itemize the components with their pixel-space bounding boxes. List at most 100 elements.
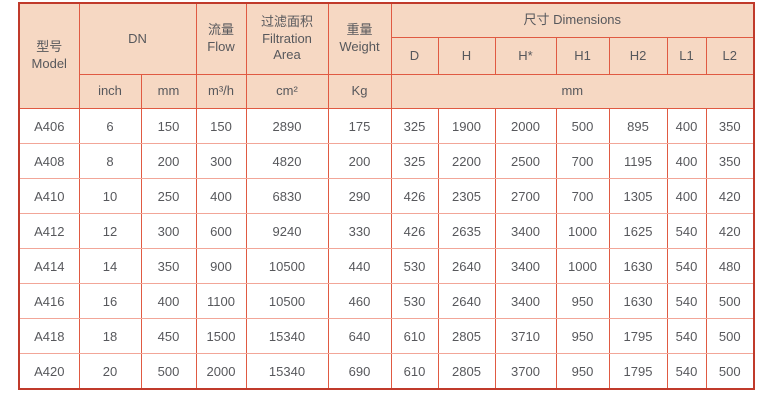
dn-inch-cell: 12 bbox=[78, 213, 142, 249]
dn-mm-cell: 300 bbox=[140, 213, 197, 249]
table-row: A408 8 200 300 4820 200 325 2200 2500 70… bbox=[18, 143, 755, 179]
header-dimensions: 尺寸 Dimensions bbox=[390, 2, 755, 38]
dim-l2-cell: 420 bbox=[705, 178, 755, 214]
dn-inch-cell: 20 bbox=[78, 353, 142, 390]
header-weight: 重量 Weight bbox=[327, 2, 392, 75]
filtration-area-cell: 10500 bbox=[245, 283, 329, 319]
dim-hstar-cell: 3400 bbox=[494, 283, 557, 319]
dim-d-cell: 610 bbox=[390, 353, 439, 390]
dim-l2-cell: 480 bbox=[705, 248, 755, 284]
header-area-label-zh: 过滤面积 bbox=[260, 13, 313, 29]
dn-mm-cell: 150 bbox=[140, 108, 197, 144]
flow-cell: 1100 bbox=[195, 283, 247, 319]
dn-inch-cell: 10 bbox=[78, 178, 142, 214]
dim-l1-cell: 400 bbox=[666, 178, 707, 214]
dim-hstar-cell: 3400 bbox=[494, 248, 557, 284]
dim-d-cell: 426 bbox=[390, 178, 439, 214]
header-dim-l1: L1 bbox=[666, 37, 707, 75]
flow-cell: 900 bbox=[195, 248, 247, 284]
dim-h2-cell: 1195 bbox=[608, 143, 668, 179]
header-unit-area: cm² bbox=[245, 74, 329, 109]
dim-h-cell: 2805 bbox=[437, 353, 496, 390]
header-area-label-en2: Area bbox=[273, 47, 301, 63]
dim-h1-cell: 950 bbox=[555, 283, 610, 319]
table-row: A418 18 450 1500 15340 640 610 2805 3710… bbox=[18, 318, 755, 354]
dim-h2-cell: 1795 bbox=[608, 318, 668, 354]
header-dn: DN bbox=[78, 2, 197, 75]
dim-h1-cell: 950 bbox=[555, 353, 610, 390]
dim-l1-cell: 540 bbox=[666, 353, 707, 390]
dim-l2-cell: 350 bbox=[705, 108, 755, 144]
dim-h1-cell: 1000 bbox=[555, 213, 610, 249]
dim-h2-cell: 895 bbox=[608, 108, 668, 144]
header-unit-mm: mm bbox=[140, 74, 197, 109]
header-weight-label-en: Weight bbox=[339, 39, 380, 54]
filtration-area-cell: 10500 bbox=[245, 248, 329, 284]
dim-hstar-cell: 2700 bbox=[494, 178, 557, 214]
filtration-area-cell: 4820 bbox=[245, 143, 329, 179]
dim-h1-cell: 1000 bbox=[555, 248, 610, 284]
dim-h2-cell: 1630 bbox=[608, 248, 668, 284]
header-area-label-en1: Filtration bbox=[262, 30, 312, 46]
flow-cell: 300 bbox=[195, 143, 247, 179]
model-cell: A412 bbox=[18, 213, 80, 249]
dim-l1-cell: 400 bbox=[666, 143, 707, 179]
dn-inch-cell: 18 bbox=[78, 318, 142, 354]
filtration-area-cell: 2890 bbox=[245, 108, 329, 144]
dim-d-cell: 426 bbox=[390, 213, 439, 249]
dn-mm-cell: 450 bbox=[140, 318, 197, 354]
dim-d-cell: 325 bbox=[390, 143, 439, 179]
table-row: A412 12 300 600 9240 330 426 2635 3400 1… bbox=[18, 213, 755, 249]
dn-inch-cell: 16 bbox=[78, 283, 142, 319]
table-row: A416 16 400 1100 10500 460 530 2640 3400… bbox=[18, 283, 755, 319]
header-dim-h1: H1 bbox=[555, 37, 610, 75]
dim-h1-cell: 700 bbox=[555, 178, 610, 214]
dim-hstar-cell: 2500 bbox=[494, 143, 557, 179]
header-unit-dims: mm bbox=[390, 74, 755, 109]
dim-h2-cell: 1625 bbox=[608, 213, 668, 249]
dim-hstar-cell: 2000 bbox=[494, 108, 557, 144]
flow-cell: 2000 bbox=[195, 353, 247, 390]
dim-hstar-cell: 3400 bbox=[494, 213, 557, 249]
dim-d-cell: 325 bbox=[390, 108, 439, 144]
dim-l1-cell: 540 bbox=[666, 248, 707, 284]
header-flow: 流量 Flow bbox=[195, 2, 247, 75]
header-dim-h: H bbox=[437, 37, 496, 75]
table-row: A420 20 500 2000 15340 690 610 2805 3700… bbox=[18, 353, 755, 390]
dim-l1-cell: 540 bbox=[666, 213, 707, 249]
dim-h1-cell: 500 bbox=[555, 108, 610, 144]
dim-hstar-cell: 3710 bbox=[494, 318, 557, 354]
dim-h2-cell: 1305 bbox=[608, 178, 668, 214]
dim-l1-cell: 540 bbox=[666, 318, 707, 354]
header-dim-l2: L2 bbox=[705, 37, 755, 75]
dn-mm-cell: 250 bbox=[140, 178, 197, 214]
spec-table: 型号 Model DN 流量 Flow 过滤面积 Filtration Area… bbox=[18, 2, 756, 390]
dim-l2-cell: 500 bbox=[705, 283, 755, 319]
dim-h-cell: 2640 bbox=[437, 248, 496, 284]
table-body: A406 6 150 150 2890 175 325 1900 2000 50… bbox=[18, 108, 755, 390]
dim-h-cell: 2305 bbox=[437, 178, 496, 214]
flow-cell: 400 bbox=[195, 178, 247, 214]
table-row: A414 14 350 900 10500 440 530 2640 3400 … bbox=[18, 248, 755, 284]
filtration-area-cell: 15340 bbox=[245, 318, 329, 354]
model-cell: A420 bbox=[18, 353, 80, 390]
dim-l2-cell: 500 bbox=[705, 318, 755, 354]
flow-cell: 1500 bbox=[195, 318, 247, 354]
flow-cell: 150 bbox=[195, 108, 247, 144]
dim-hstar-cell: 3700 bbox=[494, 353, 557, 390]
dn-mm-cell: 400 bbox=[140, 283, 197, 319]
dn-mm-cell: 500 bbox=[140, 353, 197, 390]
header-dim-h2: H2 bbox=[608, 37, 668, 75]
weight-cell: 290 bbox=[327, 178, 392, 214]
weight-cell: 175 bbox=[327, 108, 392, 144]
dim-h-cell: 2640 bbox=[437, 283, 496, 319]
weight-cell: 690 bbox=[327, 353, 392, 390]
dim-h-cell: 2805 bbox=[437, 318, 496, 354]
header-flow-label-en: Flow bbox=[207, 39, 235, 54]
dim-h-cell: 2200 bbox=[437, 143, 496, 179]
flow-cell: 600 bbox=[195, 213, 247, 249]
dim-d-cell: 610 bbox=[390, 318, 439, 354]
filtration-area-cell: 6830 bbox=[245, 178, 329, 214]
model-cell: A406 bbox=[18, 108, 80, 144]
dim-l2-cell: 420 bbox=[705, 213, 755, 249]
